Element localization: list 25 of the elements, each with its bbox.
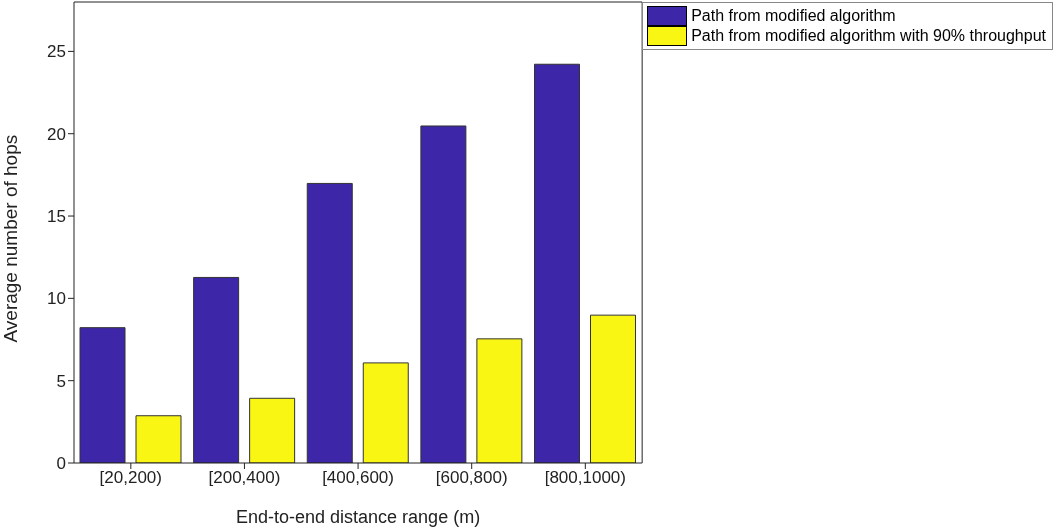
x-axis-title: End-to-end distance range (m) — [236, 507, 481, 527]
bar — [79, 327, 126, 463]
x-tick-label: [600,800) — [435, 468, 508, 488]
y-tick-label: 0 — [56, 454, 66, 474]
bar — [534, 63, 581, 463]
y-tick-label: 15 — [47, 207, 66, 227]
x-tick-label: [800,1000) — [544, 468, 626, 488]
bar — [476, 338, 523, 463]
legend-label: Path from modified algorithm with 90% throughput — [691, 26, 1046, 46]
x-tick-label: [200,400) — [208, 468, 281, 488]
bar — [362, 362, 409, 463]
bar — [420, 125, 467, 463]
bar — [590, 314, 637, 463]
y-axis-title: Average number of hops — [0, 134, 21, 343]
legend-label: Path from modified algorithm — [691, 6, 896, 26]
bar — [306, 182, 353, 463]
x-tick-label: [20,200) — [99, 468, 163, 488]
y-tick-label: 5 — [56, 371, 66, 391]
y-tick-label: 20 — [47, 124, 66, 144]
bar — [249, 397, 296, 463]
y-tick-label: 25 — [47, 42, 66, 62]
y-tick-label: 10 — [47, 289, 66, 309]
bar — [135, 415, 182, 463]
x-tick-label: [400,600) — [322, 468, 394, 488]
bar — [193, 276, 240, 463]
